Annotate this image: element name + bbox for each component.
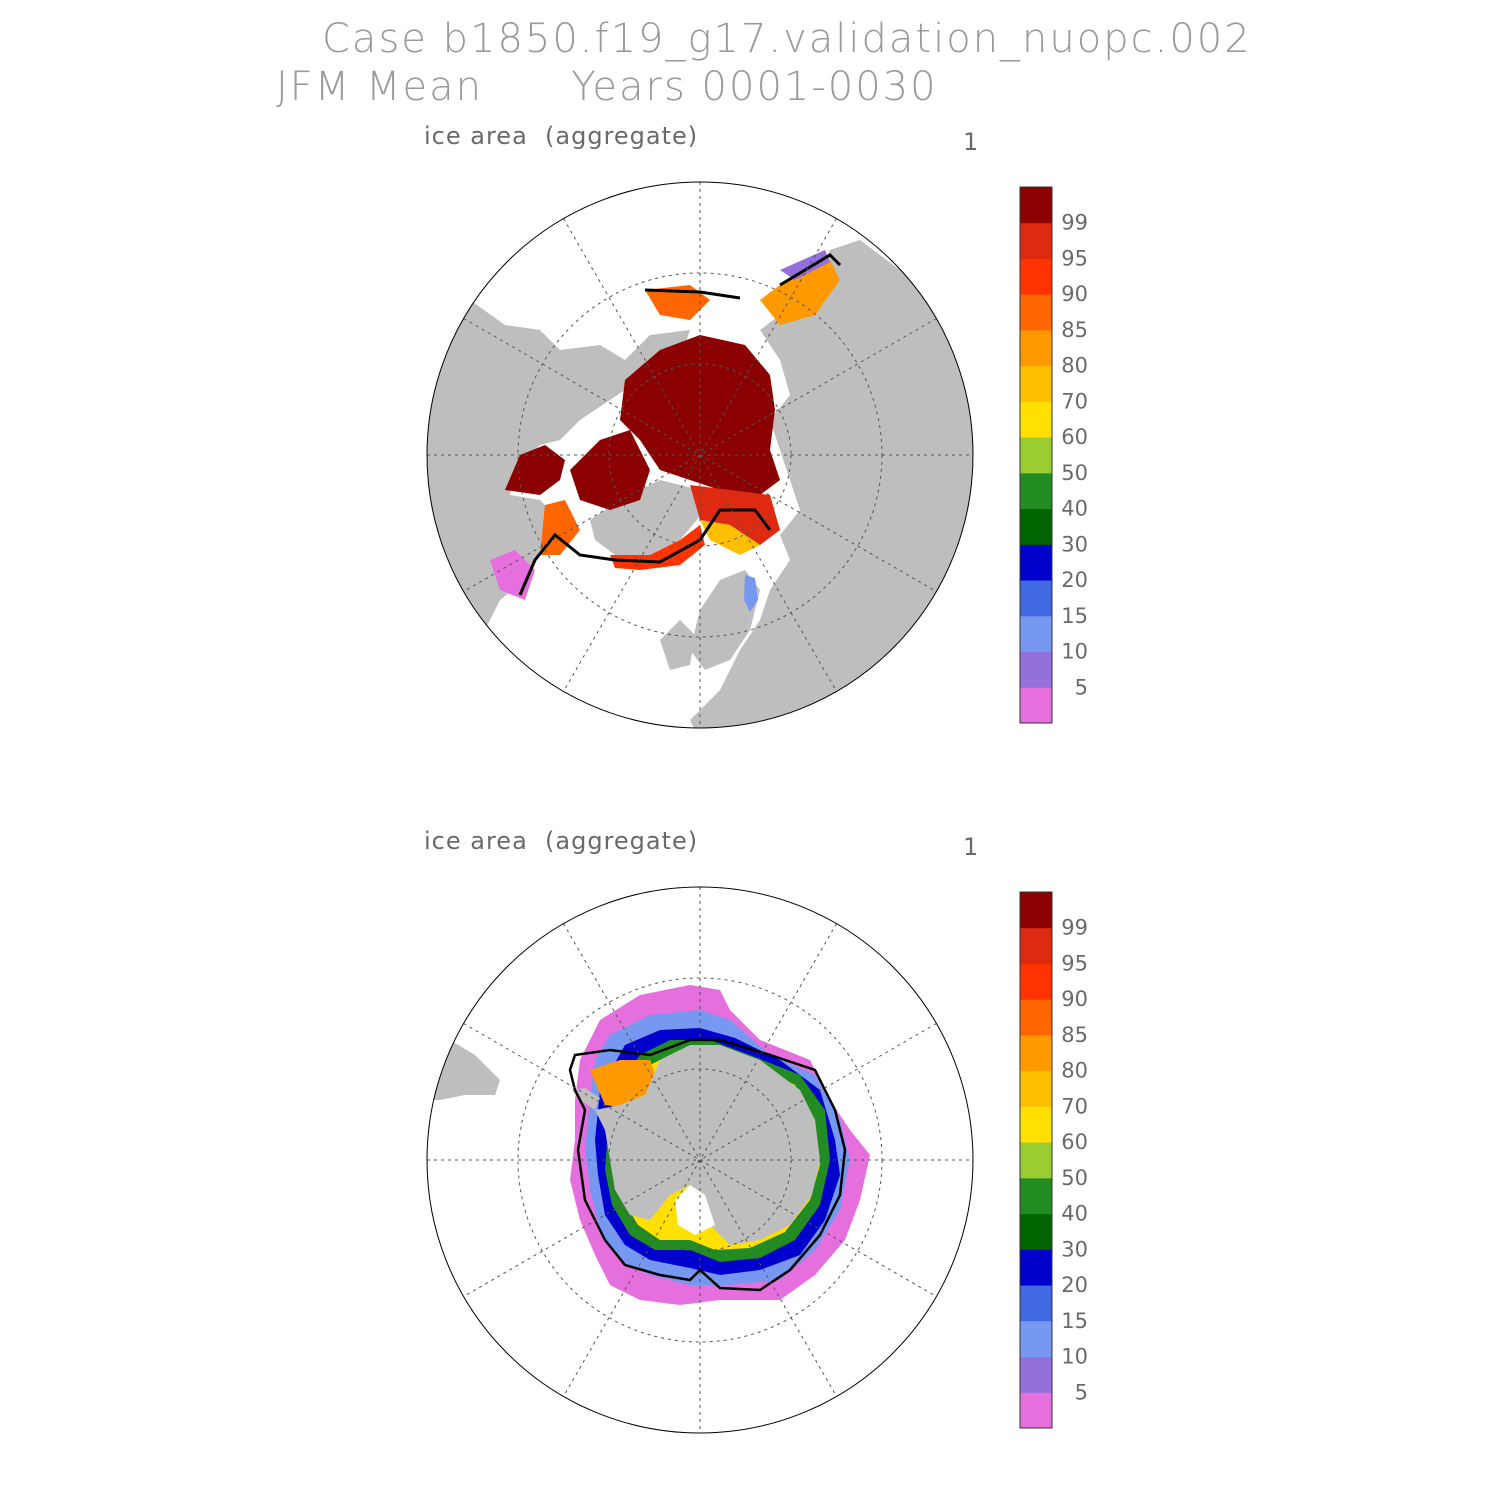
north-ice-bering [645, 285, 710, 320]
north-colorbar-frame [1019, 186, 1053, 724]
south-colorbar-label: 60 [1061, 1130, 1088, 1154]
north-panel-title: ice area (aggregate) [424, 122, 699, 150]
north-colorbar-swatch-5 [1020, 544, 1052, 581]
south-colorbar-frame [1019, 891, 1053, 1429]
south-colorbar-swatch-10 [1020, 1070, 1052, 1107]
north-colorbar-swatch-1 [1020, 687, 1052, 724]
north-colorbar-swatch-11 [1020, 329, 1052, 367]
north-colorbar-swatch-6 [1020, 508, 1052, 545]
south-colorbar-label: 40 [1061, 1202, 1088, 1226]
south-colorbar-swatch-2 [1020, 1356, 1052, 1393]
north-colorbar-label: 50 [1061, 461, 1088, 485]
south-colorbar-swatch-8 [1020, 1142, 1052, 1179]
north-ice-okhotsk [760, 260, 840, 325]
north-colorbar-label: 70 [1061, 389, 1088, 413]
north-colorbar-label: 85 [1061, 318, 1088, 342]
south-colorbar-label: 50 [1061, 1166, 1088, 1190]
north-ice-okhotsk-edge [780, 250, 830, 280]
north-land-greenland [590, 480, 705, 555]
north-colorbar: 5 10 15 20 30 40 50 60 70 80 85 90 95 99 [1019, 186, 1088, 724]
south-graticule [427, 887, 973, 1433]
period-title: JFM Mean Years 0001-0030 [276, 64, 938, 110]
north-panel-number: 1 [963, 128, 979, 156]
south-colorbar-swatch-13 [1020, 963, 1052, 1000]
north-colorbar-label: 15 [1061, 604, 1088, 628]
south-colorbar-label: 20 [1061, 1273, 1088, 1297]
south-ross-ice-shelf [675, 1185, 715, 1235]
south-colorbar-label: 70 [1061, 1094, 1088, 1118]
north-colorbar-swatch-8 [1020, 437, 1052, 474]
south-colorbar-swatch-3 [1020, 1320, 1052, 1358]
south-colorbar-swatch-11 [1020, 1034, 1052, 1072]
south-colorbar-label: 30 [1061, 1237, 1088, 1261]
north-map-border [426, 181, 974, 729]
north-colorbar-label: 30 [1061, 532, 1088, 556]
south-panel-title: ice area (aggregate) [424, 827, 699, 855]
south-colorbar-label: 5 [1075, 1380, 1088, 1404]
north-ice-hudson-bay [505, 445, 565, 495]
south-colorbar-swatch-5 [1020, 1249, 1052, 1286]
south-polar-map [426, 886, 974, 1434]
north-ice-barents [690, 485, 780, 545]
north-land-scandinavia [690, 570, 760, 670]
case-title: Case b1850.f19_g17.validation_nuopc.002 [322, 16, 1252, 62]
north-colorbar-label: 40 [1061, 497, 1088, 521]
south-colorbar-swatch-9 [1020, 1106, 1052, 1143]
south-colorbar-label: 90 [1061, 987, 1088, 1011]
north-colorbar-swatch-15 [1020, 187, 1052, 224]
south-colorbar-label: 15 [1061, 1309, 1088, 1333]
south-colorbar-swatch-12 [1020, 999, 1052, 1036]
north-colorbar-swatch-12 [1020, 294, 1052, 331]
north-ice-greenland-sea [610, 525, 705, 570]
south-panel-number: 1 [963, 833, 979, 861]
north-colorbar-label: 90 [1061, 282, 1088, 306]
north-colorbar-label: 80 [1061, 354, 1088, 378]
north-colorbar-swatch-4 [1020, 580, 1052, 617]
north-colorbar-label: 5 [1075, 675, 1088, 699]
north-obs-ice-edge-pacific [644, 253, 842, 300]
north-colorbar-swatch-7 [1020, 472, 1052, 510]
north-colorbar-label: 10 [1061, 640, 1088, 664]
south-colorbar-swatch-6 [1020, 1213, 1052, 1250]
north-colorbar-swatch-14 [1020, 222, 1052, 259]
north-colorbar-swatch-9 [1020, 401, 1052, 438]
south-colorbar-label: 99 [1061, 916, 1088, 940]
north-colorbar-swatch-2 [1020, 651, 1052, 688]
south-colorbar-label: 85 [1061, 1023, 1088, 1047]
south-colorbar-label: 10 [1061, 1345, 1088, 1369]
south-colorbar-swatch-1 [1020, 1392, 1052, 1429]
north-polar-map [426, 181, 974, 729]
north-obs-ice-edge-atlantic [518, 508, 772, 596]
south-colorbar-label: 80 [1061, 1059, 1088, 1083]
south-colorbar-swatch-7 [1020, 1177, 1052, 1215]
south-colorbar-swatch-15 [1020, 892, 1052, 929]
south-colorbar-swatch-4 [1020, 1285, 1052, 1322]
south-map-border [426, 886, 974, 1434]
south-colorbar: 5 10 15 20 30 40 50 60 70 80 85 90 95 99 [1019, 891, 1088, 1429]
south-land-peninsula [572, 1088, 600, 1110]
north-colorbar-label: 95 [1061, 246, 1088, 270]
north-ice-archipelago [570, 430, 650, 510]
north-colorbar-swatch-13 [1020, 258, 1052, 295]
south-colorbar-label: 95 [1061, 951, 1088, 975]
north-colorbar-label: 60 [1061, 425, 1088, 449]
north-colorbar-label: 20 [1061, 568, 1088, 592]
north-colorbar-label: 99 [1061, 211, 1088, 235]
south-obs-ice-edge [568, 1038, 847, 1292]
north-colorbar-swatch-10 [1020, 365, 1052, 402]
north-graticule [427, 182, 973, 728]
north-land-america [427, 300, 690, 680]
north-ice-baltic [744, 575, 758, 612]
north-ice-barents-edge [700, 520, 760, 555]
north-land-british-isles [660, 620, 695, 670]
south-colorbar-swatch-14 [1020, 927, 1052, 964]
north-land-eurasia [690, 240, 973, 728]
north-colorbar-swatch-3 [1020, 615, 1052, 653]
